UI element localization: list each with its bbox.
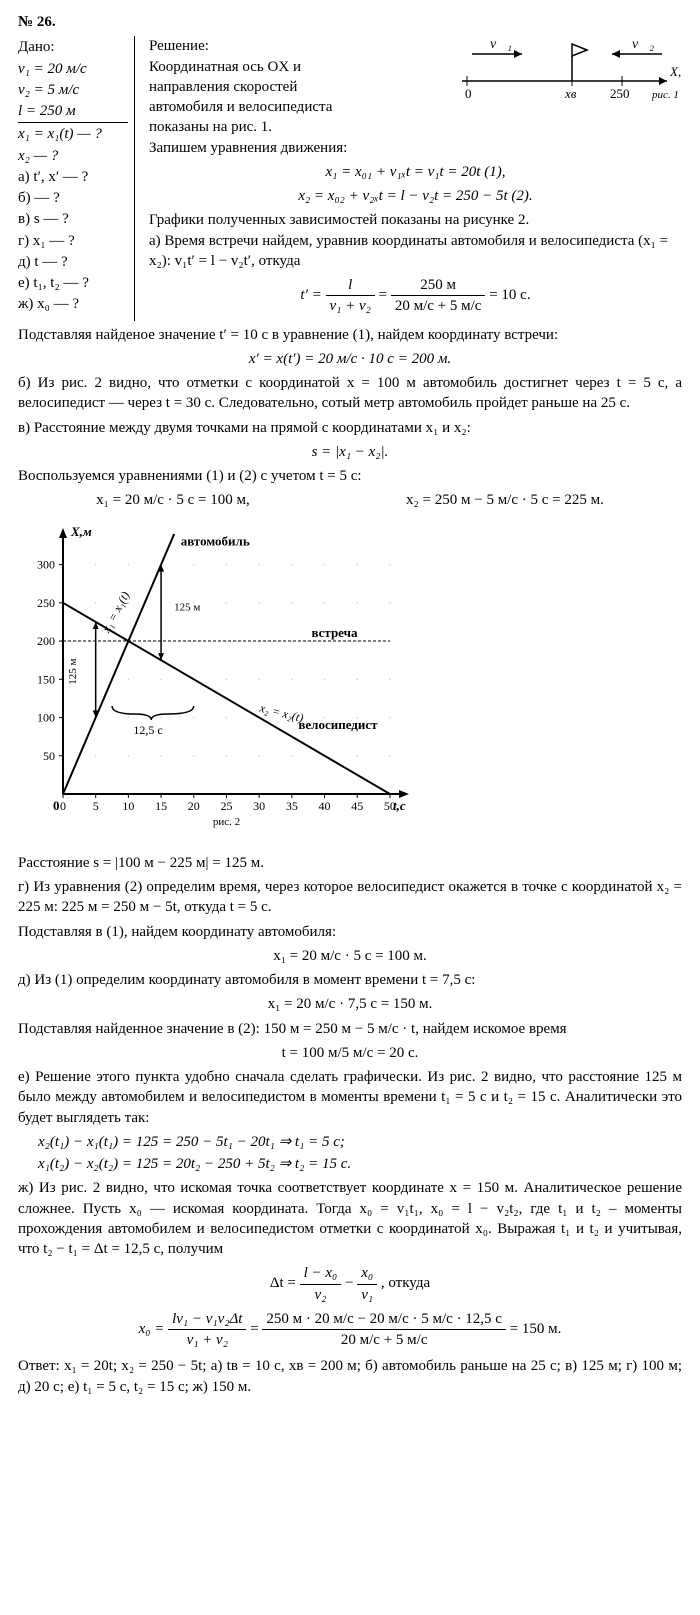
para-g2: Подставляя в (1), найдем координату авто… <box>18 922 682 942</box>
q-v: в) s — ? <box>18 209 128 229</box>
diagram-1: 0 xв 250 рис. 1 X, м v⃗₁ v⃗₂ <box>452 36 682 112</box>
para-v: в) Расстояние между двумя точками на пря… <box>18 418 682 438</box>
para-d: д) Из (1) определим координату автомобил… <box>18 970 682 990</box>
q-zh: ж) x₀ — ? <box>18 294 128 314</box>
svg-text:X,м: X,м <box>70 524 92 539</box>
formula-d2: t = 100 м/5 м/с = 20 с. <box>18 1043 682 1063</box>
formula-s: s = |x₁ − x₂|. <box>18 442 682 462</box>
q-x2: x₂ — ? <box>18 146 128 166</box>
svg-text:100: 100 <box>37 710 55 724</box>
svg-text:125 м: 125 м <box>174 601 200 613</box>
para-substitute: Подставляя найденое значение t′ = 10 с в… <box>18 325 682 345</box>
para-g: г) Из уравнения (2) определим время, чер… <box>18 877 682 918</box>
equation-2: x₂ = x₀₂ + v₂ₓt = l − v₂t = 250 − 5t (2)… <box>149 186 682 206</box>
formula-d: x₁ = 20 м/с · 7,5 с = 150 м. <box>18 994 682 1014</box>
solution-column: 0 xв 250 рис. 1 X, м v⃗₁ v⃗₂ Решение: Ко… <box>143 36 682 320</box>
svg-text:0: 0 <box>53 798 60 813</box>
svg-text:t,с: t,с <box>393 798 406 813</box>
formula-e1: x₂(t₁) − x₁(t₁) = 125 = 250 − 5t₁ − 20t₁… <box>18 1132 682 1152</box>
eq-intro: Запишем уравнения движения: <box>149 138 682 158</box>
svg-text:10: 10 <box>122 799 134 813</box>
svg-text:встреча: встреча <box>311 625 358 640</box>
svg-text:12,5 с: 12,5 с <box>133 723 162 737</box>
svg-text:x₁ = x₁(t): x₁ = x₁(t) <box>99 589 133 636</box>
q-a: а) t′, x′ — ? <box>18 167 128 187</box>
svg-text:25: 25 <box>220 799 232 813</box>
chart-2: 0510152025303540455050100150200250300X,м… <box>18 519 682 845</box>
svg-text:15: 15 <box>155 799 167 813</box>
svg-text:40: 40 <box>319 799 331 813</box>
graph-note: Графики полученных зависимостей показаны… <box>149 210 682 230</box>
svg-text:X, м: X, м <box>669 64 682 79</box>
formula-x2-val: x₂ = 250 м − 5 м/с · 5 с = 225 м. <box>406 490 604 510</box>
formula-delta-t: Δt = l − x₀v₂ − x₀v₁ , откуда <box>18 1263 682 1305</box>
svg-text:30: 30 <box>253 799 265 813</box>
given-title: Дано: <box>18 37 128 57</box>
q-g: г) x₁ — ? <box>18 231 128 251</box>
t-prime-formula: t′ = lv₁ + v₂ = 250 м20 м/с + 5 м/с = 10… <box>149 275 682 317</box>
top-section: Дано: v₁ = 20 м/с v₂ = 5 м/с l = 250 м x… <box>18 36 682 320</box>
svg-text:автомобиль: автомобиль <box>181 533 250 548</box>
svg-text:20: 20 <box>188 799 200 813</box>
svg-text:v⃗₁: v⃗₁ <box>490 37 512 52</box>
svg-text:v⃗₂: v⃗₂ <box>632 37 654 52</box>
svg-text:150: 150 <box>37 672 55 686</box>
formula-e2: x₁(t₂) − x₂(t₂) = 125 = 20t₂ − 250 + 5t₂… <box>18 1154 682 1174</box>
svg-text:0: 0 <box>60 799 66 813</box>
para-b: б) Из рис. 2 видно, что отметки с коорди… <box>18 373 682 414</box>
svg-text:xв: xв <box>564 86 577 101</box>
para-e: е) Решение этого пункта удобно сначала с… <box>18 1067 682 1128</box>
para-distance: Расстояние s = |100 м − 225 м| = 125 м. <box>18 853 682 873</box>
svg-text:35: 35 <box>286 799 298 813</box>
svg-text:рис. 1: рис. 1 <box>651 89 679 101</box>
formula-x-prime: x′ = x(t′) = 20 м/с · 10 с = 200 м. <box>18 349 682 369</box>
svg-text:0: 0 <box>465 86 472 101</box>
q-d: д) t — ? <box>18 252 128 272</box>
divider <box>18 122 128 123</box>
formula-v-values: x₁ = 20 м/с · 5 с = 100 м, x₂ = 250 м − … <box>18 490 682 510</box>
para-v2: Воспользуемся уравнениями (1) и (2) с уч… <box>18 466 682 486</box>
given-v1: v₁ = 20 м/с <box>18 59 128 79</box>
formula-x0: x₀ = lv₁ − v₁v₂Δtv₁ + v₂ = 250 м · 20 м/… <box>18 1309 682 1351</box>
problem-number: № 26. <box>18 12 682 32</box>
para-zh: ж) Из рис. 2 видно, что искомая точка со… <box>18 1178 682 1259</box>
svg-text:125 м: 125 м <box>67 658 79 684</box>
svg-text:300: 300 <box>37 557 55 571</box>
svg-text:200: 200 <box>37 634 55 648</box>
given-column: Дано: v₁ = 20 м/с v₂ = 5 м/с l = 250 м x… <box>18 36 135 320</box>
svg-text:50: 50 <box>43 748 55 762</box>
q-b: б) — ? <box>18 188 128 208</box>
q-e: е) t₁, t₂ — ? <box>18 273 128 293</box>
part-a-text: а) Время встречи найдем, уравнив координ… <box>149 231 682 272</box>
svg-text:45: 45 <box>351 799 363 813</box>
svg-text:рис. 2: рис. 2 <box>213 816 240 828</box>
svg-text:5: 5 <box>93 799 99 813</box>
formula-g: x₁ = 20 м/с · 5 с = 100 м. <box>18 946 682 966</box>
answer: Ответ: x₁ = 20t; x₂ = 250 − 5t; а) tв = … <box>18 1356 682 1397</box>
formula-x1-val: x₁ = 20 м/с · 5 с = 100 м, <box>96 490 250 510</box>
q-x1: x₁ = x₁(t) — ? <box>18 124 128 144</box>
svg-text:250: 250 <box>610 86 630 101</box>
para-d2: Подставляя найденное значение в (2): 150… <box>18 1019 682 1039</box>
svg-text:велосипедист: велосипедист <box>298 717 378 732</box>
given-v2: v₂ = 5 м/с <box>18 80 128 100</box>
given-l: l = 250 м <box>18 101 128 121</box>
solution-intro: Координатная ось OX и направления скорос… <box>149 57 369 138</box>
svg-text:250: 250 <box>37 595 55 609</box>
equation-1: x₁ = x₀₁ + v₁ₓt = v₁t = 20t (1), <box>149 162 682 182</box>
